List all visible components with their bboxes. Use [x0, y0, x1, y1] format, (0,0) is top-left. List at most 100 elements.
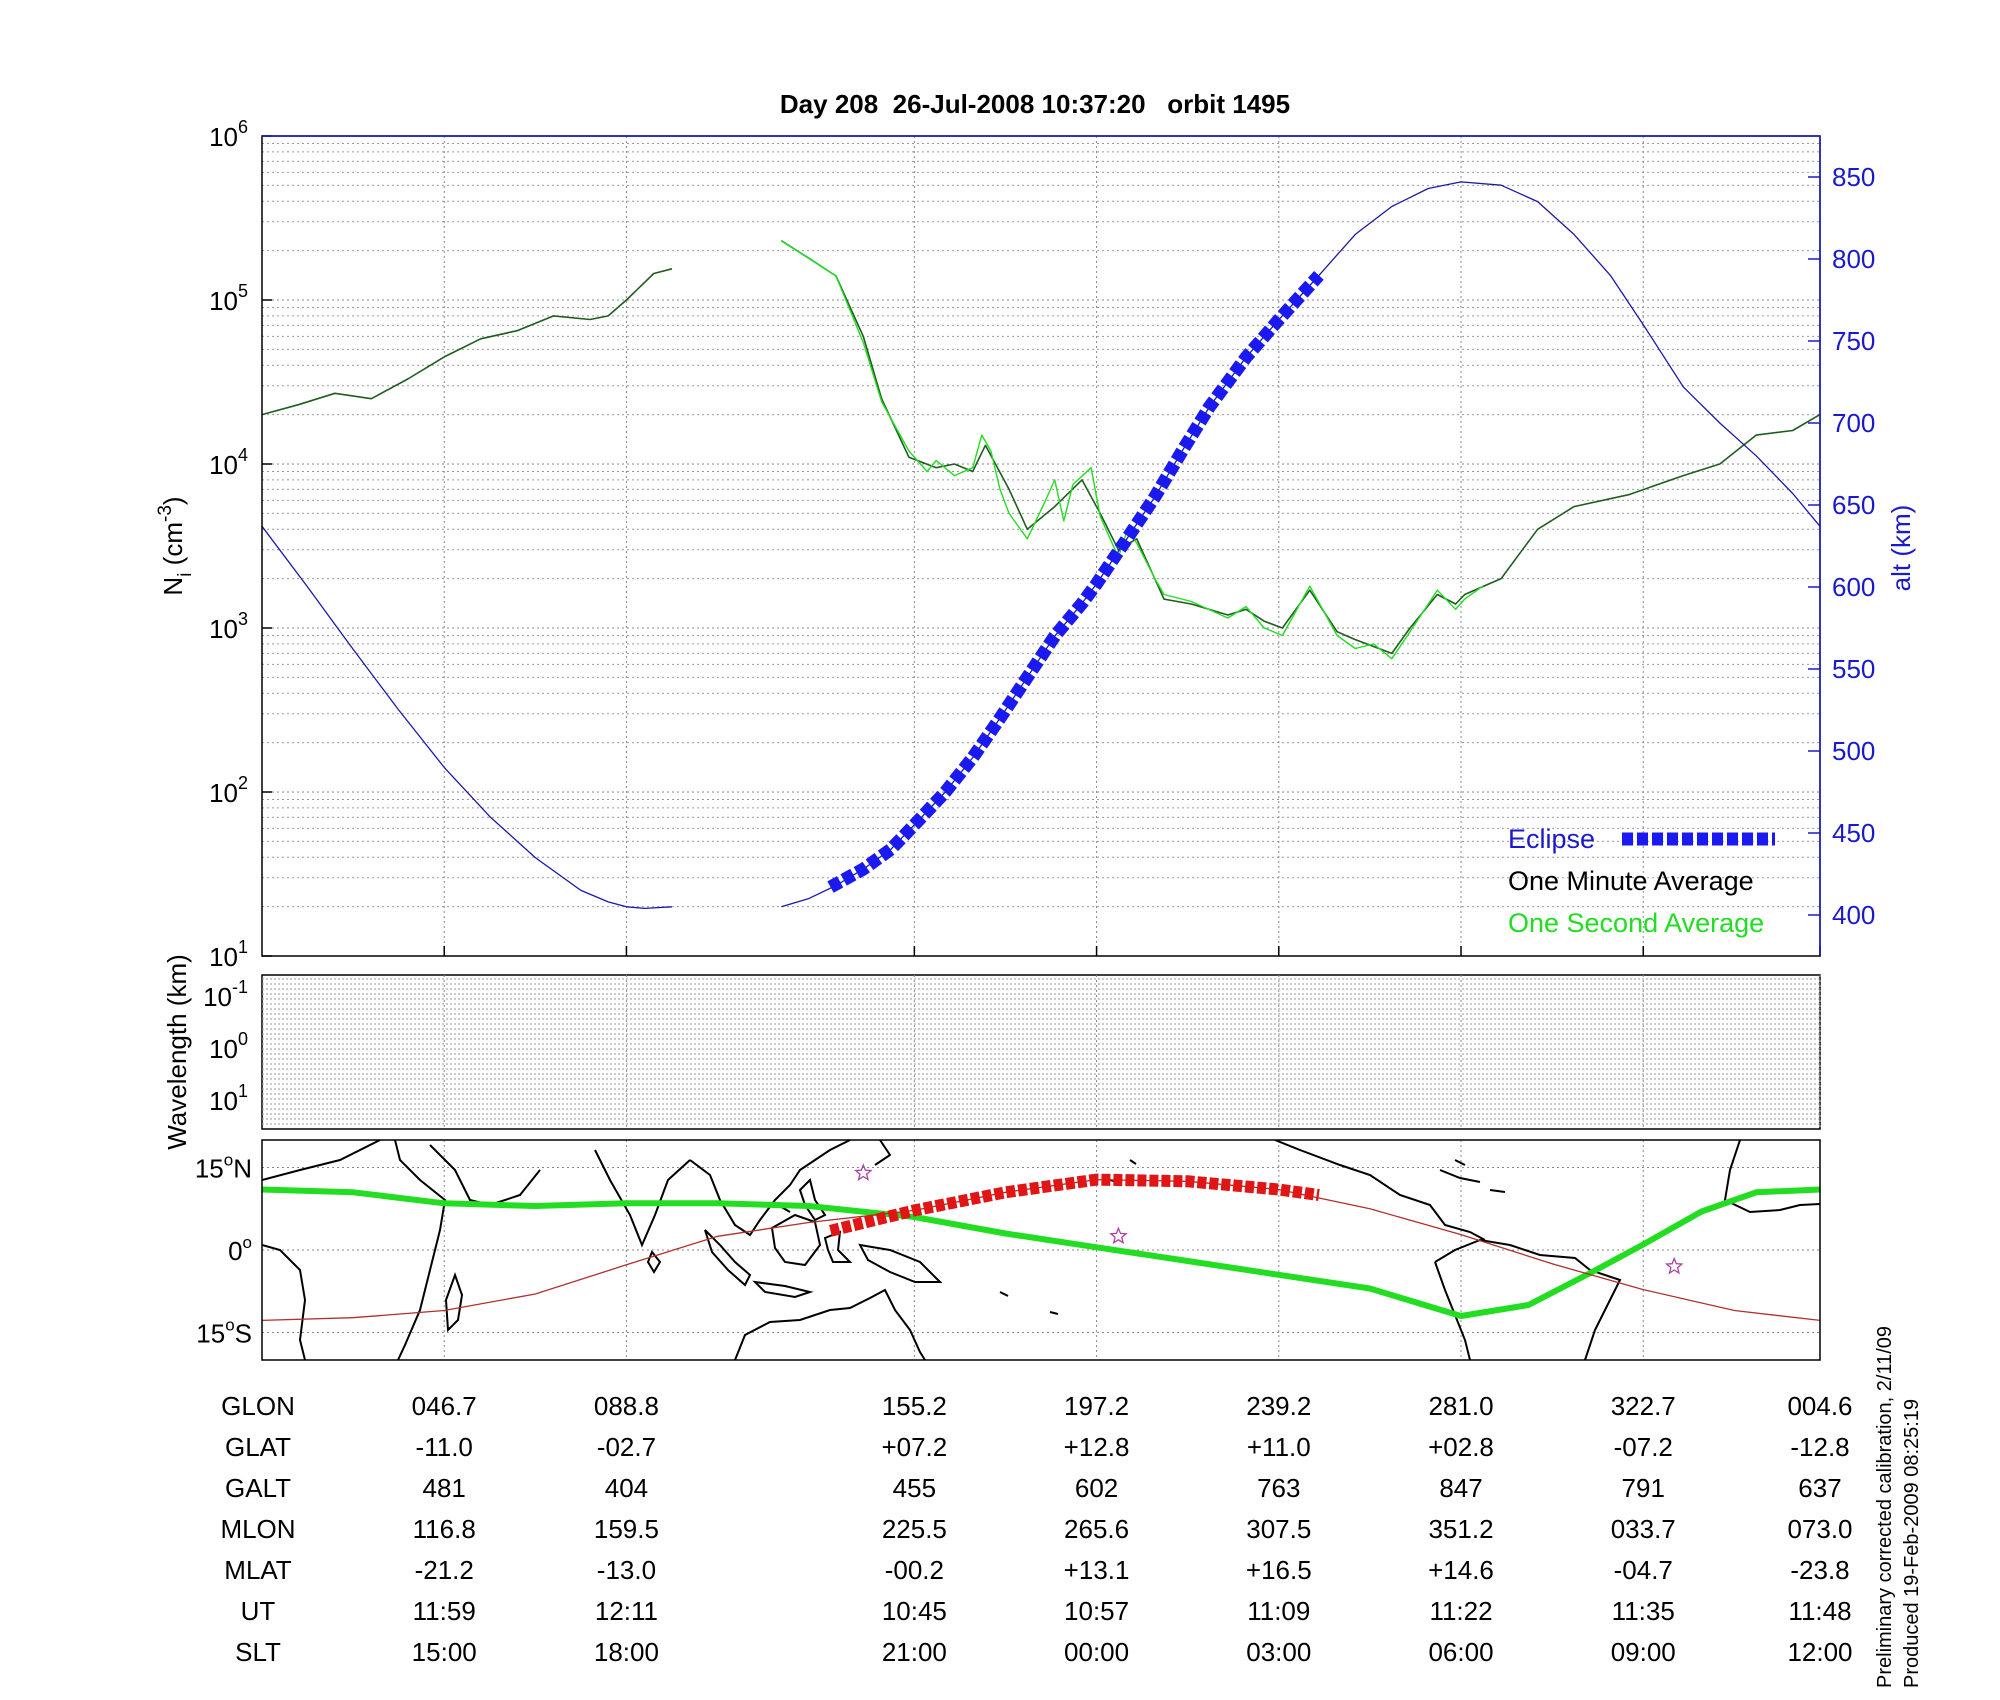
ephemeris-value: 281.0	[1428, 1391, 1493, 1421]
ephemeris-value: -12.8	[1790, 1432, 1849, 1462]
ephemeris-value: 197.2	[1064, 1391, 1129, 1421]
coast-east-africa	[394, 1140, 447, 1360]
altitude-y-tick-label: 650	[1832, 490, 1875, 520]
ephemeris-value: +02.8	[1428, 1432, 1494, 1462]
tick-exponent: 5	[238, 281, 248, 301]
ephemeris-value: 11:09	[1247, 1596, 1310, 1626]
star-marker	[1664, 1256, 1684, 1275]
ephemeris-value: 21:00	[882, 1637, 947, 1667]
coast-australia	[734, 1288, 926, 1360]
ephemeris-value: 239.2	[1246, 1391, 1311, 1421]
coast-india	[594, 1149, 691, 1248]
map-frame	[262, 1140, 1820, 1360]
altitude-axis-label: alt (km)	[1886, 505, 1916, 592]
wavelength-y-tick-label: 10-1	[203, 977, 248, 1012]
ephemeris-value: 351.2	[1428, 1514, 1493, 1544]
altitude-y-tick-label: 850	[1832, 162, 1875, 192]
ephemeris-value: 00:00	[1064, 1637, 1129, 1667]
tick-exponent: 0	[238, 1029, 248, 1049]
ephemeris-value: -07.2	[1614, 1432, 1673, 1462]
tick-exponent: 3	[238, 609, 248, 629]
ephemeris-value: 073.0	[1787, 1514, 1852, 1544]
density-label-sub: i	[175, 573, 196, 577]
ephemeris-value: +14.6	[1428, 1555, 1494, 1585]
altitude-y-tick-label: 450	[1832, 818, 1875, 848]
coast-srilanka	[646, 1250, 662, 1274]
ephemeris-value: 10:57	[1064, 1596, 1129, 1626]
density-y-tick-label: 102	[209, 773, 248, 808]
tick-base: 10	[209, 614, 238, 644]
coast-se-asia	[689, 1140, 851, 1237]
coast-pacific-islands	[999, 1159, 1137, 1315]
tick-base: 10	[209, 778, 238, 808]
ephemeris-value: 15:00	[412, 1637, 477, 1667]
degree-symbol: o	[224, 1151, 233, 1170]
tick-base: 10	[209, 1086, 238, 1116]
one-second-average-line	[780, 240, 1484, 660]
coast-north-america	[1274, 1140, 1486, 1241]
coast-java	[752, 1280, 814, 1299]
tick-base: 10	[209, 942, 238, 972]
altitude-y-tick-label: 500	[1832, 736, 1875, 766]
altitude-y-tick-label: 800	[1832, 244, 1875, 274]
density-y-axis-label: Ni (cm-3)	[155, 496, 196, 595]
ephemeris-value: 116.8	[413, 1514, 476, 1544]
coast-new-guinea	[858, 1243, 943, 1283]
ephemeris-label: GALT	[225, 1473, 291, 1503]
ephemeris-value: 046.7	[412, 1391, 477, 1421]
wavelength-y-axis-label: Wavelength (km)	[162, 954, 192, 1150]
ephemeris-value: 088.8	[594, 1391, 659, 1421]
ephemeris-label: GLAT	[225, 1432, 291, 1462]
ephemeris-value: 11:22	[1429, 1596, 1492, 1626]
density-y-tick-label: 103	[209, 609, 248, 644]
density-label-main: N	[158, 577, 188, 596]
altitude-y-tick-label: 750	[1832, 326, 1875, 356]
ephemeris-value: 03:00	[1246, 1637, 1311, 1667]
ephemeris-value: -02.7	[597, 1432, 656, 1462]
ephemeris-value: 11:35	[1612, 1596, 1675, 1626]
ephemeris-value: -04.7	[1614, 1555, 1673, 1585]
footnote-line1: Preliminary corrected calibration, 2/11/…	[1874, 1326, 1896, 1688]
lat-value: 15	[196, 1319, 225, 1349]
ephemeris-value: 18:00	[594, 1637, 659, 1667]
map-lat-tick-label: 15oS	[196, 1316, 252, 1349]
tick-exponent: 2	[238, 773, 248, 793]
map-border	[261, 1139, 1821, 1361]
tick-exponent: -1	[232, 977, 248, 997]
ephemeris-label: MLON	[220, 1514, 295, 1544]
density-lines	[261, 181, 1821, 910]
density-y-tick-label: 104	[209, 445, 248, 480]
hemisphere: S	[235, 1319, 252, 1349]
tick-exponent: 1	[238, 1081, 248, 1101]
tick-exponent: 4	[238, 445, 248, 465]
ephemeris-value: +16.5	[1246, 1555, 1312, 1585]
coast-borneo	[770, 1213, 822, 1267]
tick-base: 10	[209, 286, 238, 316]
ephemeris-value: +13.1	[1064, 1555, 1130, 1585]
ephemeris-label: GLON	[221, 1391, 295, 1421]
degree-symbol: o	[225, 1316, 234, 1335]
tick-exponent: 1	[238, 937, 248, 957]
coast-madagascar	[444, 1272, 464, 1333]
hemisphere: N	[233, 1154, 252, 1184]
wavelength-grid	[262, 975, 1821, 1129]
legend: Eclipse One Minute Average One Second Av…	[1508, 824, 1775, 938]
ephemeris-value: 791	[1622, 1473, 1665, 1503]
ephemeris-table: GLON 046.7 088.8 155.2 197.2 239.2 281.0 322.7 0…	[220, 1391, 1852, 1667]
eclipse-line	[827, 271, 1324, 893]
degree-symbol: o	[243, 1233, 252, 1252]
altitude-y-tick-label: 400	[1832, 900, 1875, 930]
tick-base: 10	[203, 982, 232, 1012]
ephemeris-value: 10:45	[882, 1596, 947, 1626]
density-y-tick-label: 106	[209, 117, 248, 152]
footnote-line2: Produced 19-Feb-2009 08:25:19	[1901, 1399, 1923, 1688]
ephemeris-value: 159.5	[594, 1514, 659, 1544]
altitude-y-tick-label: 550	[1832, 654, 1875, 684]
density-plot-frame	[262, 136, 1820, 956]
legend-one-second: One Second Average	[1508, 908, 1764, 938]
ephemeris-value: 06:00	[1428, 1637, 1493, 1667]
